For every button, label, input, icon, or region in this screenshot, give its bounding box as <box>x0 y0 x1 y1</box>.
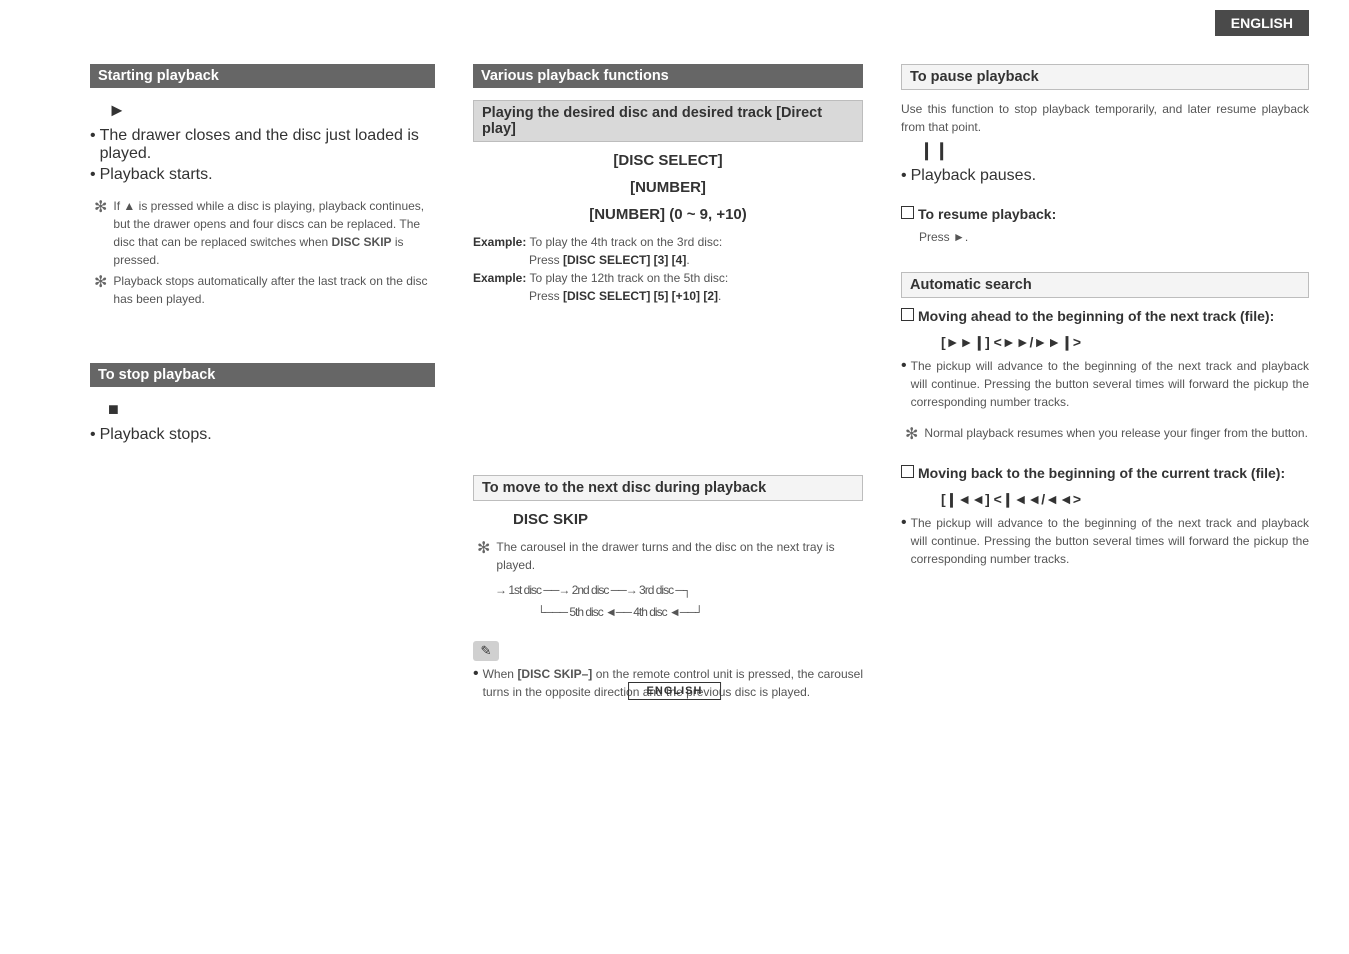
text-pickup-advance-prev: The pickup will advance to the beginning… <box>911 514 1309 568</box>
prev-track-glyphs: [❙◄◄] <❙◄◄/◄◄> <box>901 491 1309 508</box>
column-middle: Various playback functions Playing the d… <box>473 64 863 704</box>
subheading-direct-play: Playing the desired disc and desired tra… <box>473 100 863 142</box>
disc-flow-diagram: → 1st disc ──→ 2nd disc ──→ 3rd disc ─┐ … <box>473 580 863 623</box>
note-auto-stop-text: Playback stops automatically after the l… <box>113 272 435 308</box>
column-left: Starting playback ► •The drawer closes a… <box>90 64 435 704</box>
example-block: Example: To play the 4th track on the 3r… <box>473 233 863 305</box>
subheading-to-pause: To pause playback <box>901 64 1309 90</box>
heading-moving-back: Moving back to the beginning of the curr… <box>901 465 1309 481</box>
text-playback-stops: Playback stops. <box>100 426 212 444</box>
bullet-pickup-advance-prev: •The pickup will advance to the beginnin… <box>901 514 1309 568</box>
star-icon: ✻ <box>94 197 107 269</box>
heading-starting-playback: Starting playback <box>90 64 435 88</box>
footer-language: ENGLISH <box>628 682 722 700</box>
next-track-glyphs: [►►❙] <►►/►►❙> <box>901 334 1309 351</box>
note-carousel: ✻ The carousel in the drawer turns and t… <box>473 538 863 574</box>
heading-to-resume: To resume playback: <box>901 206 1309 222</box>
language-tab: ENGLISH <box>1215 10 1309 36</box>
label-number: [NUMBER] <box>473 179 863 196</box>
label-disc-skip: DISC SKIP <box>473 511 863 528</box>
bullet-drawer-closes: •The drawer closes and the disc just loa… <box>90 127 435 163</box>
text-playback-pauses: Playback pauses. <box>911 167 1036 185</box>
note-eject-replace: ✻ If ▲ is pressed while a disc is playin… <box>90 197 435 269</box>
label-number-range: [NUMBER] (0 ~ 9, +10) <box>473 206 863 223</box>
square-icon <box>901 308 914 321</box>
star-icon: ✻ <box>905 424 918 444</box>
bullet-pickup-advance-next: •The pickup will advance to the beginnin… <box>901 357 1309 411</box>
page-root: ENGLISH Starting playback ► •The drawer … <box>0 0 1349 724</box>
note-normal-resume: ✻ Normal playback resumes when you relea… <box>901 424 1309 444</box>
pause-intro: Use this function to stop playback tempo… <box>901 100 1309 136</box>
eject-icon: ▲ <box>123 199 135 213</box>
star-icon: ✻ <box>477 538 490 574</box>
note-normal-resume-text: Normal playback resumes when you release… <box>924 424 1308 444</box>
bullet-playback-stops: •Playback stops. <box>90 426 435 444</box>
pause-icon: ❙❙ <box>901 140 1309 161</box>
column-right: To pause playback Use this function to s… <box>901 64 1309 704</box>
subheading-move-next-disc: To move to the next disc during playback <box>473 475 863 501</box>
square-icon <box>901 206 914 219</box>
note-auto-stop: ✻ Playback stops automatically after the… <box>90 272 435 308</box>
text-pickup-advance-next: The pickup will advance to the beginning… <box>911 357 1309 411</box>
flow-line-1: → 1st disc ──→ 2nd disc ──→ 3rd disc ─┐ <box>495 580 863 602</box>
text-playback-starts: Playback starts. <box>100 166 213 184</box>
label-disc-select: [DISC SELECT] <box>473 152 863 169</box>
pencil-icon: ✎ <box>473 641 499 661</box>
play-icon: ► <box>90 100 435 121</box>
resume-press: Press ►. <box>901 228 1309 246</box>
square-icon <box>901 465 914 478</box>
text-drawer-closes: The drawer closes and the disc just load… <box>100 127 435 163</box>
note-eject-text: If ▲ is pressed while a disc is playing,… <box>113 197 435 269</box>
flow-line-2: └─── 5th disc ◄── 4th disc ◄──┘ <box>495 602 863 624</box>
heading-moving-ahead: Moving ahead to the beginning of the nex… <box>901 308 1309 324</box>
heading-various-functions: Various playback functions <box>473 64 863 88</box>
note-carousel-text: The carousel in the drawer turns and the… <box>496 538 863 574</box>
stop-icon: ■ <box>90 399 435 420</box>
subheading-automatic-search: Automatic search <box>901 272 1309 298</box>
heading-to-stop: To stop playback <box>90 363 435 387</box>
columns: Starting playback ► •The drawer closes a… <box>90 64 1309 704</box>
bullet-playback-pauses: •Playback pauses. <box>901 167 1309 185</box>
star-icon: ✻ <box>94 272 107 308</box>
bullet-playback-starts: •Playback starts. <box>90 166 435 184</box>
